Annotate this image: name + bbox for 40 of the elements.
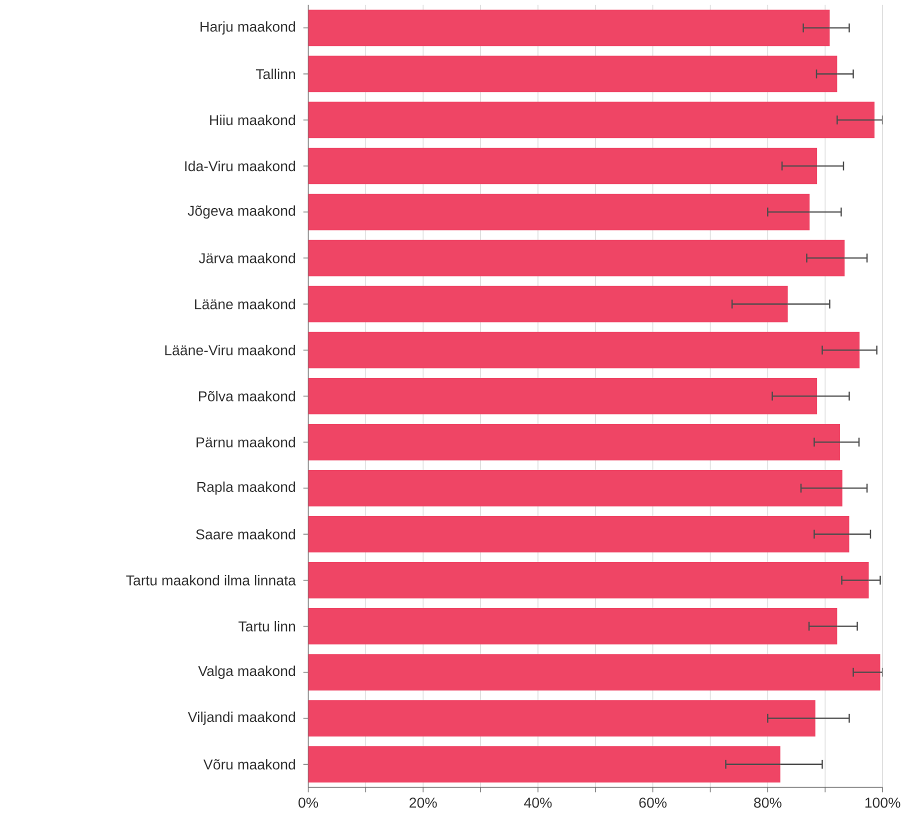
bar xyxy=(308,516,850,553)
y-tick-label: Pärnu maakond xyxy=(196,437,296,448)
y-tick-label: Põlva maakond xyxy=(199,391,296,402)
y-tick-label: Lääne maakond xyxy=(195,299,296,310)
x-tick-label: 60% xyxy=(639,798,667,808)
y-tick-label: Lääne-Viru maakond xyxy=(165,345,296,356)
bar xyxy=(308,424,840,460)
y-tick-label: Valga maakond xyxy=(198,666,296,680)
y-tick-label: Ida-Viru maakond xyxy=(185,160,296,172)
y-tick-label: Järva maakond xyxy=(198,252,296,264)
bar xyxy=(308,286,788,322)
y-tick-label: Harju maakond xyxy=(200,21,296,35)
bar xyxy=(308,194,810,230)
bar xyxy=(308,608,838,645)
bar xyxy=(308,746,780,783)
bar xyxy=(308,700,816,737)
bar xyxy=(308,56,838,92)
y-tick-label: Tartu maakond ilma linnata xyxy=(126,575,296,586)
bar xyxy=(308,102,875,138)
bar xyxy=(308,470,842,506)
y-tick-label: Rapla maakond xyxy=(197,482,296,495)
bar xyxy=(308,10,830,46)
y-tick-label: Tartu linn xyxy=(238,621,296,632)
bar xyxy=(308,332,860,368)
bar xyxy=(308,378,818,414)
bar xyxy=(308,654,880,691)
y-tick-label: Saare maakond xyxy=(196,529,296,540)
x-tick-label: 80% xyxy=(754,798,782,808)
y-tick-label: Tallinn xyxy=(256,68,296,80)
y-tick-label: Viljandi maakond xyxy=(188,712,296,726)
x-tick-label: 0% xyxy=(298,798,318,808)
x-tick-label: 20% xyxy=(410,798,437,808)
bar xyxy=(308,148,818,184)
x-tick-label: 40% xyxy=(524,798,552,808)
x-tick-label: 100% xyxy=(865,798,900,808)
y-tick-label: Hiiu maakond xyxy=(210,114,296,126)
bar xyxy=(308,562,869,599)
y-tick-label: Jõgeva maakond xyxy=(188,206,296,219)
y-tick-label: Võru maakond xyxy=(203,759,296,770)
bar xyxy=(308,240,845,276)
